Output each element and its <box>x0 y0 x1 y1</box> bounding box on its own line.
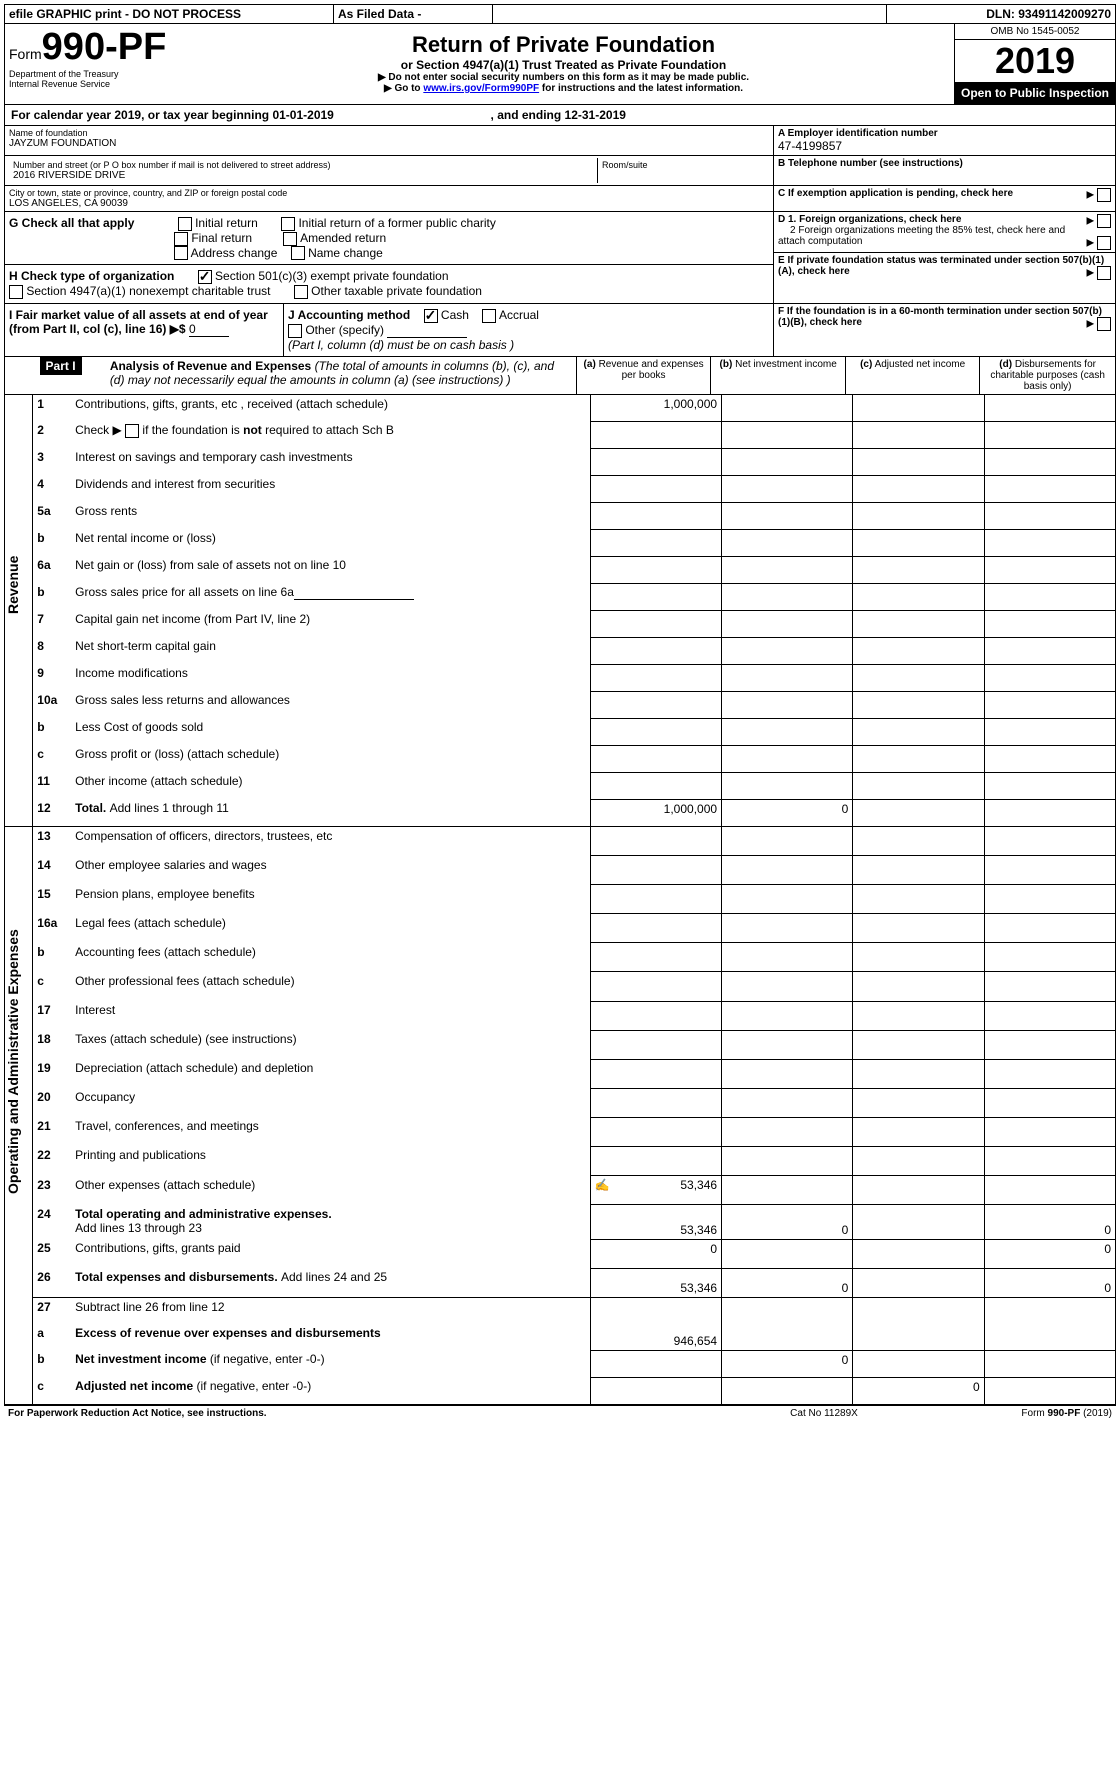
r2-checkbox[interactable] <box>125 424 139 438</box>
expenses-label: Operating and Administrative Expenses <box>5 827 21 1297</box>
h-other-tax[interactable] <box>294 285 308 299</box>
title-cell: Return of Private Foundation or Section … <box>173 24 955 105</box>
foundation-name: JAYZUM FOUNDATION <box>9 138 769 149</box>
header-block: Form990-PF Department of the Treasury In… <box>4 24 1116 105</box>
r26-b: 0 <box>722 1268 853 1297</box>
form-cell: Form990-PF Department of the Treasury In… <box>5 24 174 105</box>
year-cell: OMB No 1545-0052 2019 Open to Public Ins… <box>955 24 1116 105</box>
r27b-b: 0 <box>722 1350 853 1377</box>
fmv-value: 0 <box>189 322 229 337</box>
g-initial-former[interactable] <box>281 217 295 231</box>
address: 2016 RIVERSIDE DRIVE <box>13 170 593 181</box>
r24-b: 0 <box>722 1205 853 1239</box>
part1-grid: Revenue 1 Contributions, gifts, grants, … <box>4 395 1116 1404</box>
r1-a: 1,000,000 <box>590 395 721 422</box>
calendar-line: For calendar year 2019, or tax year begi… <box>4 105 1116 126</box>
footer: For Paperwork Reduction Act Notice, see … <box>4 1404 1116 1421</box>
r27c-c: 0 <box>853 1377 984 1404</box>
irs-link[interactable]: www.irs.gov/Form990PF <box>423 83 539 94</box>
city: LOS ANGELES, CA 90039 <box>9 198 769 209</box>
h-4947[interactable] <box>9 285 23 299</box>
g-amended[interactable] <box>283 232 297 246</box>
top-bar: efile GRAPHIC print - DO NOT PROCESS As … <box>4 4 1116 24</box>
r12-b: 0 <box>722 799 853 826</box>
g-final[interactable] <box>174 232 188 246</box>
g-address[interactable] <box>174 246 188 260</box>
c-checkbox[interactable] <box>1097 188 1111 202</box>
j-accrual[interactable] <box>482 309 496 323</box>
r25-a: 0 <box>590 1239 721 1268</box>
entity-block: Name of foundation JAYZUM FOUNDATION A E… <box>4 126 1116 357</box>
f-checkbox[interactable] <box>1097 317 1111 331</box>
r24-a: 53,346 <box>590 1205 721 1239</box>
h-501c3[interactable] <box>198 270 212 284</box>
asfiled: As Filed Data - <box>334 5 493 24</box>
r27a-a: 946,654 <box>590 1324 721 1351</box>
e-checkbox[interactable] <box>1097 266 1111 280</box>
form-number: 990-PF <box>42 26 167 68</box>
r12-a: 1,000,000 <box>590 799 721 826</box>
dln: DLN: 93491142009270 <box>887 5 1116 24</box>
revenue-label: Revenue <box>5 395 21 775</box>
pen-icon: ✍ <box>595 1178 610 1192</box>
efile-label: efile GRAPHIC print - DO NOT PROCESS <box>5 5 334 24</box>
part1-header: Part I Analysis of Revenue and Expenses … <box>4 357 1116 395</box>
g-name[interactable] <box>291 246 305 260</box>
r25-d: 0 <box>984 1239 1115 1268</box>
r23-a: 53,346 <box>680 1178 717 1192</box>
j-cash[interactable] <box>424 309 438 323</box>
j-other[interactable] <box>288 324 302 338</box>
ein: 47-4199857 <box>778 139 1111 153</box>
d1-checkbox[interactable] <box>1097 214 1111 228</box>
g-initial[interactable] <box>178 217 192 231</box>
r24-d: 0 <box>984 1205 1115 1239</box>
r26-d: 0 <box>984 1268 1115 1297</box>
d2-checkbox[interactable] <box>1097 236 1111 250</box>
r26-a: 53,346 <box>590 1268 721 1297</box>
